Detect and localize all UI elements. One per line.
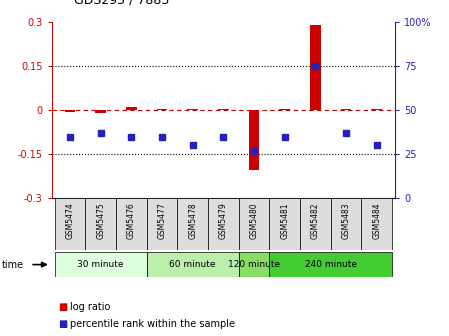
Text: GSM5478: GSM5478 [188,202,197,239]
Bar [55,198,85,250]
Bar [147,198,177,250]
Bar [310,25,321,110]
Bar [239,252,269,277]
Bar [269,198,300,250]
Text: GSM5482: GSM5482 [311,202,320,239]
Text: time: time [2,260,24,269]
Bar [177,198,208,250]
Text: GSM5479: GSM5479 [219,202,228,239]
Bar [300,198,331,250]
Bar [116,198,147,250]
Text: GSM5476: GSM5476 [127,202,136,239]
Bar [157,109,167,110]
Bar [331,198,361,250]
Text: GDS295 / 7883: GDS295 / 7883 [74,0,169,7]
Text: GSM5475: GSM5475 [96,202,105,239]
Text: ■: ■ [58,319,68,329]
Text: 60 minute: 60 minute [169,260,216,269]
Bar [55,252,147,277]
Bar [187,109,198,110]
Text: log ratio: log ratio [70,302,110,312]
Bar [147,252,239,277]
Bar [269,252,392,277]
Bar [208,198,239,250]
Text: ■: ■ [58,302,68,312]
Text: 30 minute: 30 minute [78,260,124,269]
Text: GSM5483: GSM5483 [342,202,351,239]
Text: GSM5481: GSM5481 [280,202,289,239]
Bar [239,198,269,250]
Bar [341,109,352,110]
Text: 240 minute: 240 minute [305,260,357,269]
Text: GSM5477: GSM5477 [158,202,167,239]
Bar [95,110,106,113]
Bar [85,198,116,250]
Bar [126,107,137,110]
Text: GSM5474: GSM5474 [66,202,75,239]
Text: GSM5484: GSM5484 [372,202,381,239]
Text: percentile rank within the sample: percentile rank within the sample [70,319,234,329]
Bar [249,110,260,170]
Bar [65,110,75,112]
Bar [361,198,392,250]
Text: GSM5480: GSM5480 [250,202,259,239]
Text: 120 minute: 120 minute [228,260,280,269]
